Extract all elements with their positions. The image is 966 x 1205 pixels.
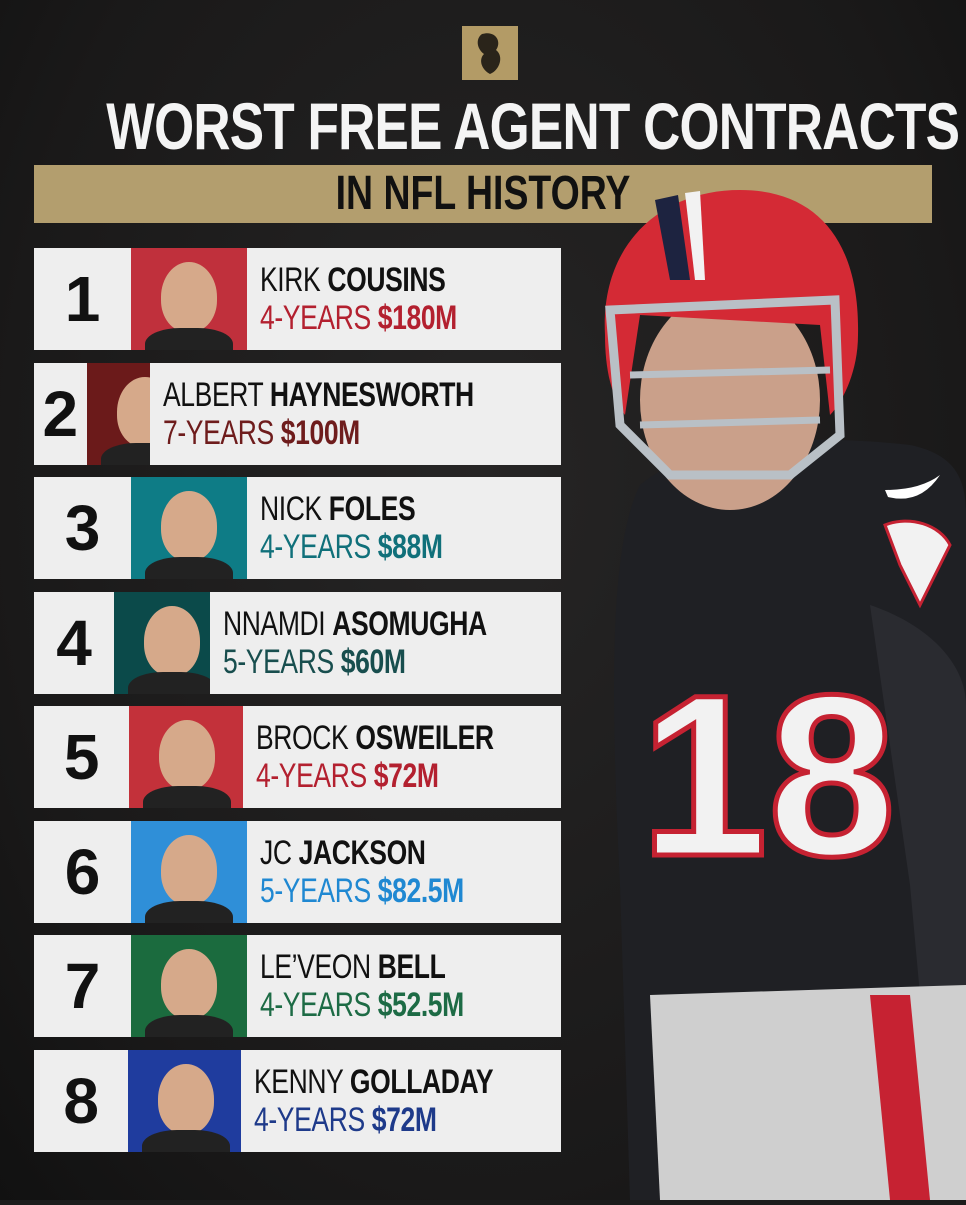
player-face <box>161 491 217 561</box>
last-name: JACKSON <box>298 833 426 872</box>
contract-terms: 4-YEARS $52.5M <box>260 986 464 1024</box>
rank-number: 6 <box>64 835 101 908</box>
contract-terms: 5-YEARS $82.5M <box>260 872 464 910</box>
contract-years: 5-YEARS <box>222 642 334 681</box>
contract-years: 4-YEARS <box>256 757 368 795</box>
player-face <box>158 1063 215 1134</box>
contract-amount: $180M <box>377 299 458 337</box>
player-photo <box>129 706 244 808</box>
first-name: LE’VEON <box>260 948 371 986</box>
contract-row: 4 NNAMDI ASOMUGHA 5-YEARS $60M <box>34 591 561 694</box>
page-title: WORST FREE AGENT CONTRACTS <box>106 89 960 163</box>
contract-years: 4-YEARS <box>260 528 371 566</box>
contract-row: 1 KIRK COUSINS 4-YEARS $180M <box>34 248 561 350</box>
contract-terms: 4-YEARS $180M <box>260 299 457 337</box>
contract-row: 6 JC JACKSON 5-YEARS $82.5M <box>34 820 561 923</box>
contract-amount: $82.5M <box>377 871 465 910</box>
contract-years: 4-YEARS <box>260 986 371 1024</box>
player-photo <box>131 935 247 1037</box>
contract-row: 7 LE’VEON BELL 4-YEARS $52.5M <box>34 935 561 1037</box>
player-shoulders <box>100 442 150 465</box>
player-photo <box>114 591 210 694</box>
player-shoulders <box>143 786 232 808</box>
last-name: GOLLADAY <box>350 1062 494 1101</box>
last-name: COUSINS <box>327 261 446 299</box>
contract-amount: $52.5M <box>377 986 465 1024</box>
player-name: KIRK COUSINS <box>260 261 457 299</box>
rank-number: 8 <box>63 1064 100 1137</box>
contract-amount: $60M <box>340 642 406 681</box>
hero-player-image: 18 <box>490 185 966 1201</box>
contract-row: 8 KENNY GOLLADAY 4-YEARS $72M <box>34 1049 561 1152</box>
contract-terms: 5-YEARS $60M <box>223 643 487 681</box>
last-name: OSWEILER <box>355 719 495 757</box>
player-face <box>144 605 201 676</box>
player-name: KENNY GOLLADAY <box>254 1062 494 1101</box>
player-name: JC JACKSON <box>260 834 464 872</box>
contract-years: 5-YEARS <box>260 871 371 910</box>
last-name: FOLES <box>328 490 416 528</box>
first-name: NICK <box>260 490 322 528</box>
player-photo <box>131 248 247 350</box>
contract-amount: $88M <box>377 528 443 566</box>
player-face <box>159 720 216 790</box>
contract-terms: 4-YEARS $72M <box>254 1101 493 1139</box>
first-name: JC <box>260 833 292 872</box>
player-shoulders <box>145 900 233 923</box>
player-shoulders <box>145 557 233 579</box>
contract-years: 4-YEARS <box>254 1100 366 1139</box>
rank-number: 2 <box>42 377 79 450</box>
first-name: BROCK <box>256 719 349 757</box>
first-name: KIRK <box>260 261 321 299</box>
player-face <box>161 949 217 1019</box>
player-name: LE’VEON BELL <box>260 948 464 986</box>
last-name: BELL <box>377 948 446 986</box>
contract-amount: $100M <box>280 413 360 452</box>
player-shoulders <box>128 671 210 694</box>
rank-number: 5 <box>63 721 100 793</box>
player-name: NICK FOLES <box>260 490 443 528</box>
player-face <box>116 376 150 447</box>
contract-amount: $72M <box>374 757 439 795</box>
contract-row: 3 NICK FOLES 4-YEARS $88M <box>34 477 561 579</box>
contract-terms: 4-YEARS $88M <box>260 528 443 566</box>
player-photo <box>86 362 150 465</box>
contract-terms: 7-YEARS $100M <box>163 414 474 452</box>
player-name: BROCK OSWEILER <box>256 719 494 757</box>
player-name: NNAMDI ASOMUGHA <box>223 605 487 643</box>
contract-amount: $72M <box>372 1100 437 1139</box>
last-name: ASOMUGHA <box>332 604 487 643</box>
player-photo <box>128 1049 242 1152</box>
first-name: KENNY <box>254 1062 344 1101</box>
rank-number: 7 <box>64 950 101 1022</box>
rank-number: 3 <box>64 492 101 564</box>
player-face <box>161 262 217 332</box>
page-subtitle: IN NFL HISTORY <box>335 167 631 220</box>
player-shoulders <box>145 328 233 350</box>
contract-years: 7-YEARS <box>162 413 274 452</box>
first-name: NNAMDI <box>222 604 326 643</box>
rank-number: 1 <box>64 263 101 335</box>
last-name: HAYNESWORTH <box>269 375 474 414</box>
contract-row: 2 ALBERT HAYNESWORTH 7-YEARS $100M <box>34 362 561 465</box>
first-name: ALBERT <box>162 375 263 414</box>
player-name: ALBERT HAYNESWORTH <box>163 376 474 414</box>
player-shoulders <box>142 1129 231 1152</box>
lion-logo <box>462 26 518 80</box>
player-shoulders <box>145 1015 233 1037</box>
player-photo <box>131 477 247 579</box>
rank-number: 4 <box>56 606 92 679</box>
contract-row: 5 BROCK OSWEILER 4-YEARS $72M <box>34 706 561 808</box>
player-photo <box>131 820 247 923</box>
contract-terms: 4-YEARS $72M <box>256 757 494 795</box>
player-face <box>161 834 217 905</box>
contract-years: 4-YEARS <box>260 299 371 337</box>
jersey-number: 18 <box>640 647 896 904</box>
